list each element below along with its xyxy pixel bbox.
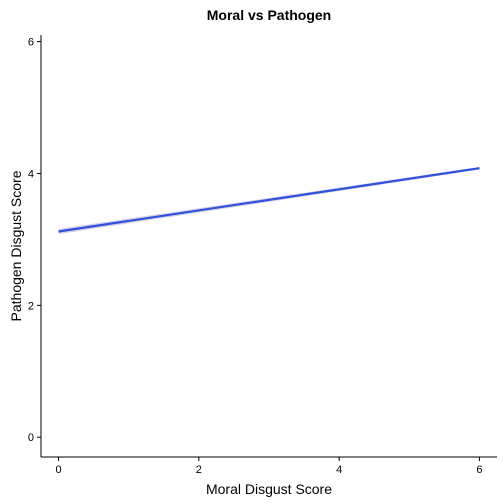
- x-tick-label: 0: [55, 464, 61, 476]
- x-axis-title: Moral Disgust Score: [206, 481, 332, 497]
- x-tick-label: 2: [196, 464, 202, 476]
- y-tick-label: 0: [28, 432, 34, 444]
- y-tick-label: 4: [28, 168, 34, 180]
- regression-line: [58, 167, 480, 233]
- plot-area: [58, 166, 480, 235]
- y-tick-label: 2: [28, 300, 34, 312]
- chart-title: Moral vs Pathogen: [207, 7, 331, 23]
- y-tick-label: 6: [28, 37, 34, 49]
- y-axis-title: Pathogen Disgust Score: [8, 170, 24, 321]
- x-tick-label: 4: [336, 464, 342, 476]
- x-tick-label: 6: [476, 464, 482, 476]
- y-axis-ticks: 0 2 4 6: [28, 37, 41, 444]
- x-axis-ticks: 0 2 4 6: [55, 457, 483, 476]
